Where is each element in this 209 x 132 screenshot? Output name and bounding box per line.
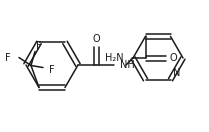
Text: O: O xyxy=(170,53,177,63)
Text: N: N xyxy=(172,68,180,78)
Text: O: O xyxy=(92,34,100,44)
Text: NH: NH xyxy=(120,60,135,70)
Text: F: F xyxy=(5,53,11,63)
Text: F: F xyxy=(36,41,42,51)
Text: F: F xyxy=(49,65,55,75)
Text: H₂N: H₂N xyxy=(105,53,124,63)
